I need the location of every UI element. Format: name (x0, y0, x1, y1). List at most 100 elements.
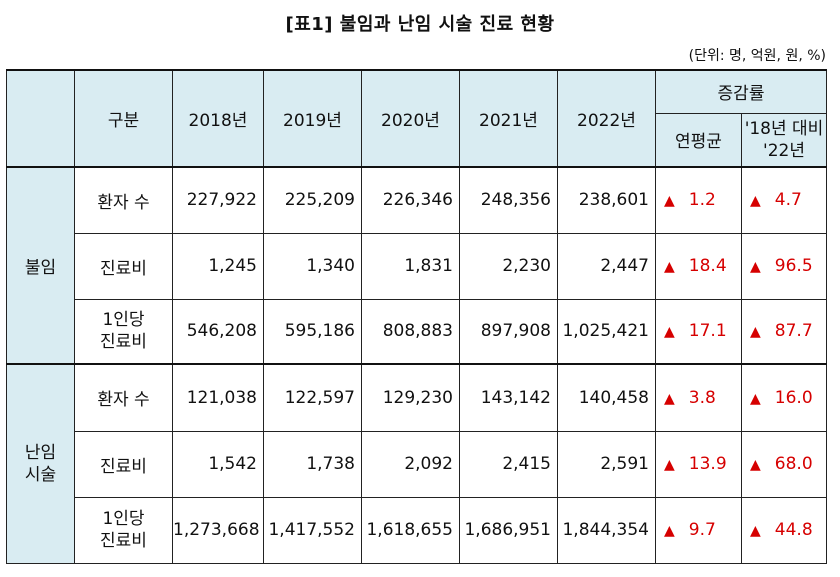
up-triangle-icon: ▲ (750, 457, 761, 473)
header-corner (6, 69, 75, 168)
value-cell: 1,025,421 (557, 298, 656, 365)
value-cell: 1,831 (361, 232, 460, 300)
change-vs-2018: ▲ 68.0 (740, 430, 828, 498)
header-year-2022: 2022년 (557, 69, 656, 168)
value-cell: 238,601 (557, 166, 656, 234)
change-value: 96.5 (774, 256, 813, 276)
change-vs-2018: ▲ 96.5 (740, 232, 828, 300)
row-category: 1인당 진료비 (74, 298, 173, 365)
header-year-2021: 2021년 (459, 69, 558, 168)
change-value: 9.7 (688, 520, 716, 540)
value-cell: 2,447 (557, 232, 656, 300)
change-value: 13.9 (688, 454, 727, 474)
value-cell: 1,542 (172, 430, 264, 498)
change-value: 17.1 (688, 321, 727, 342)
value-cell: 897,908 (459, 298, 558, 365)
group-label-line2: 시술 (24, 464, 57, 485)
row-category: 진료비 (74, 430, 173, 498)
value-cell: 808,883 (361, 298, 460, 365)
value-cell: 225,209 (263, 166, 362, 234)
value-cell: 546,208 (172, 298, 264, 365)
row-category: 1인당 진료비 (74, 496, 173, 564)
change-annual-avg: ▲ 18.4 (655, 232, 742, 300)
value-cell: 1,618,655 (361, 496, 460, 564)
row-category-line2: 진료비 (100, 531, 147, 551)
value-cell: 227,922 (172, 166, 264, 234)
table-row: 난임 시술 환자 수 121,038 122,597 129,230 143,142 140,… (6, 363, 828, 564)
up-triangle-icon: ▲ (664, 324, 675, 341)
table-row: 1인당 진료비 1,273,668 1,417,552 1,618,655 1,686,9… (7, 496, 828, 564)
group-label-line1: 난임 (24, 442, 57, 463)
unit-note: (단위: 명, 억원, 원, %) (688, 48, 826, 64)
row-category-line1: 1인당 (102, 310, 145, 331)
table-row: 1인당 진료비 546,208 595,186 808,883 897,908 1,025,… (7, 298, 828, 365)
change-vs-2018: ▲ 44.8 (740, 496, 828, 564)
change-value: 4.7 (774, 190, 802, 211)
value-cell: 122,597 (263, 363, 362, 432)
change-annual-avg: ▲ 17.1 (655, 298, 742, 365)
value-cell: 129,230 (361, 363, 460, 432)
header-year-2018: 2018년 (172, 69, 264, 168)
table-row: 불임 환자 수 227,922 225,209 226,346 248,356 238,60… (6, 166, 828, 365)
change-value: 87.7 (774, 321, 813, 342)
change-value: 68.0 (774, 454, 813, 474)
value-cell: 1,417,552 (263, 496, 362, 564)
change-value: 44.8 (774, 520, 813, 540)
row-category: 진료비 (74, 232, 173, 300)
value-cell: 2,230 (459, 232, 558, 300)
up-triangle-icon: ▲ (664, 390, 675, 407)
value-cell: 1,273,668 (172, 496, 264, 564)
header-change-group: 증감률 (654, 69, 828, 114)
change-value: 3.8 (688, 387, 716, 408)
header-year-2019: 2019년 (263, 69, 362, 168)
change-annual-avg: ▲ 3.8 (655, 363, 742, 432)
row-category-line1: 1인당 (102, 509, 145, 529)
up-triangle-icon: ▲ (750, 193, 761, 210)
up-triangle-icon: ▲ (664, 457, 675, 473)
group-label: 난임 시술 (6, 363, 75, 564)
change-value: 16.0 (774, 387, 813, 408)
up-triangle-icon: ▲ (664, 259, 675, 275)
value-cell: 140,458 (557, 363, 656, 432)
value-cell: 248,356 (459, 166, 558, 234)
change-annual-avg: ▲ 13.9 (655, 430, 742, 498)
row-category: 환자 수 (74, 363, 173, 432)
table-row: 진료비 1,542 1,738 2,092 2,415 2,591 ▲ 13.9 ▲ 68.0 (7, 430, 828, 498)
change-value: 1.2 (688, 190, 716, 211)
change-annual-avg: ▲ 1.2 (655, 166, 742, 234)
value-cell: 143,142 (459, 363, 558, 432)
change-vs-2018: ▲ 87.7 (740, 298, 828, 365)
up-triangle-icon: ▲ (664, 193, 675, 210)
change-value: 18.4 (688, 256, 727, 276)
change-vs-2018: ▲ 4.7 (740, 166, 828, 234)
change-annual-avg: ▲ 9.7 (655, 496, 742, 564)
group-label: 불임 (6, 166, 75, 365)
value-cell: 1,738 (263, 430, 362, 498)
value-cell: 1,340 (263, 232, 362, 300)
header-change-annual-avg: 연평균 (655, 112, 742, 168)
value-cell: 595,186 (263, 298, 362, 365)
table-row: 진료비 1,245 1,340 1,831 2,230 2,447 ▲ 18.4 ▲ 96.5 (7, 232, 828, 300)
row-category: 환자 수 (74, 166, 173, 234)
data-table: 구분 2018년 2019년 2020년 2021년 2022년 증감률 연평균… (6, 69, 828, 564)
value-cell: 2,591 (557, 430, 656, 498)
header-change-vs-2018: '18년 대비 '22년 (740, 112, 828, 168)
header-year-2020: 2020년 (361, 69, 460, 168)
up-triangle-icon: ▲ (750, 390, 761, 407)
value-cell: 1,686,951 (459, 496, 558, 564)
header-category: 구분 (74, 69, 173, 168)
table-title: [표1] 불임과 난임 시술 진료 현황 (285, 14, 555, 35)
value-cell: 2,415 (459, 430, 558, 498)
up-triangle-icon: ▲ (750, 324, 761, 341)
value-cell: 1,245 (172, 232, 264, 300)
value-cell: 2,092 (361, 430, 460, 498)
value-cell: 1,844,354 (557, 496, 656, 564)
value-cell: 121,038 (172, 363, 264, 432)
up-triangle-icon: ▲ (664, 523, 675, 539)
change-vs-2018: ▲ 16.0 (740, 363, 828, 432)
header-change-vs-2018-line1: '18년 대비 (744, 118, 824, 139)
header-change-vs-2018-line2: '22년 (763, 140, 805, 161)
value-cell: 226,346 (361, 166, 460, 234)
up-triangle-icon: ▲ (750, 259, 761, 275)
row-category-line2: 진료비 (100, 332, 147, 353)
